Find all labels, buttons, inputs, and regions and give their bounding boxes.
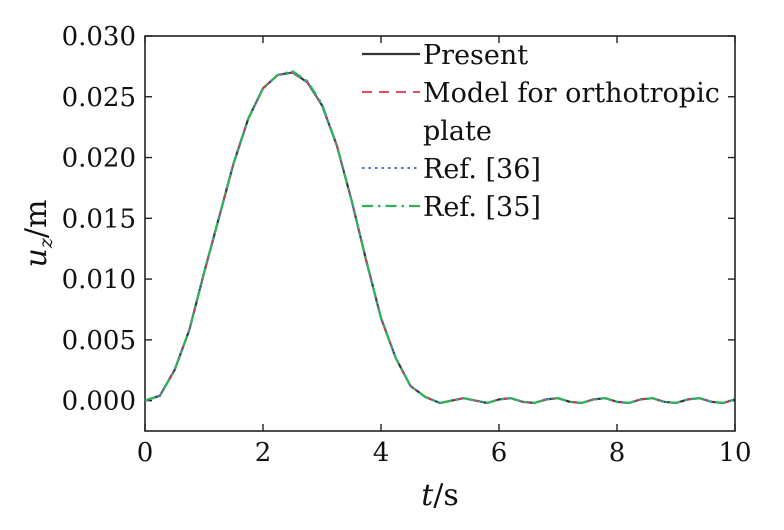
x-tick-label: 6 xyxy=(491,438,508,468)
y-tick-label: 0.025 xyxy=(62,83,136,113)
legend-label-4: Ref. [35] xyxy=(423,192,541,223)
y-axis-label: uz/m xyxy=(19,200,57,268)
x-axis-label: t/s xyxy=(421,478,459,513)
series-line-2 xyxy=(144,71,736,404)
y-tick-label: 0.020 xyxy=(62,144,136,174)
legend-label-2-line2: plate xyxy=(423,116,492,147)
x-tick-label: 4 xyxy=(373,438,390,468)
x-tick-label: 0 xyxy=(137,438,154,468)
legend: Present Model for orthotropic plate Ref. [3… xyxy=(362,40,720,223)
series-group xyxy=(144,70,736,405)
y-tick-label: 0.010 xyxy=(62,265,136,295)
legend-label-3: Ref. [36] xyxy=(423,154,541,185)
axis-ticks: 0 2 4 6 8 10 0.000 0.005 0.010 0.015 0.020 0.025 0.0… xyxy=(62,22,752,468)
x-tick-label: 2 xyxy=(255,438,272,468)
plot-frame xyxy=(144,35,736,432)
axis-labels: t/s uz/m xyxy=(19,200,459,513)
y-tick-label: 0.000 xyxy=(62,387,136,417)
series-line-4 xyxy=(144,70,736,405)
y-tick-label: 0.005 xyxy=(62,326,136,356)
y-tick-label: 0.030 xyxy=(62,22,136,52)
plot-area-border xyxy=(144,35,736,432)
legend-label-1: Present xyxy=(423,40,528,71)
x-tick-label: 10 xyxy=(718,438,751,468)
y-tick-label: 0.015 xyxy=(62,204,136,234)
legend-label-2-line1: Model for orthotropic xyxy=(423,78,720,109)
x-tick-label: 8 xyxy=(609,438,626,468)
